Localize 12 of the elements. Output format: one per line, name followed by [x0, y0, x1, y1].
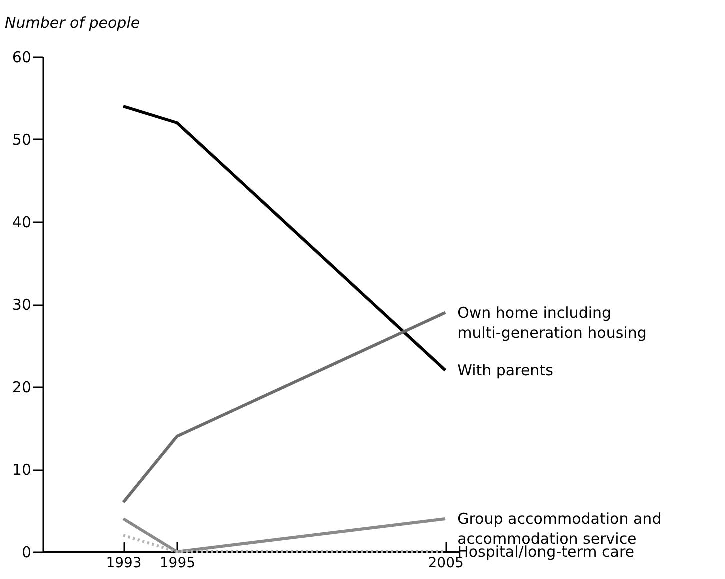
y-tick-label: 30 [12, 296, 32, 314]
y-tick-label: 20 [12, 378, 32, 396]
y-tick-label: 40 [12, 214, 32, 232]
series-label: With parents [458, 362, 554, 380]
x-tick-label: 1993 [106, 556, 142, 572]
x-tick-label: 1995 [160, 556, 196, 572]
y-axis-title: Number of people [5, 14, 140, 32]
y-tick-label: 60 [12, 48, 32, 66]
series-label: Own home including multi-generation housing [458, 304, 647, 342]
y-tick-label: 10 [12, 461, 32, 479]
y-tick-label: 50 [12, 131, 32, 149]
y-tick-label: 0 [22, 544, 32, 562]
